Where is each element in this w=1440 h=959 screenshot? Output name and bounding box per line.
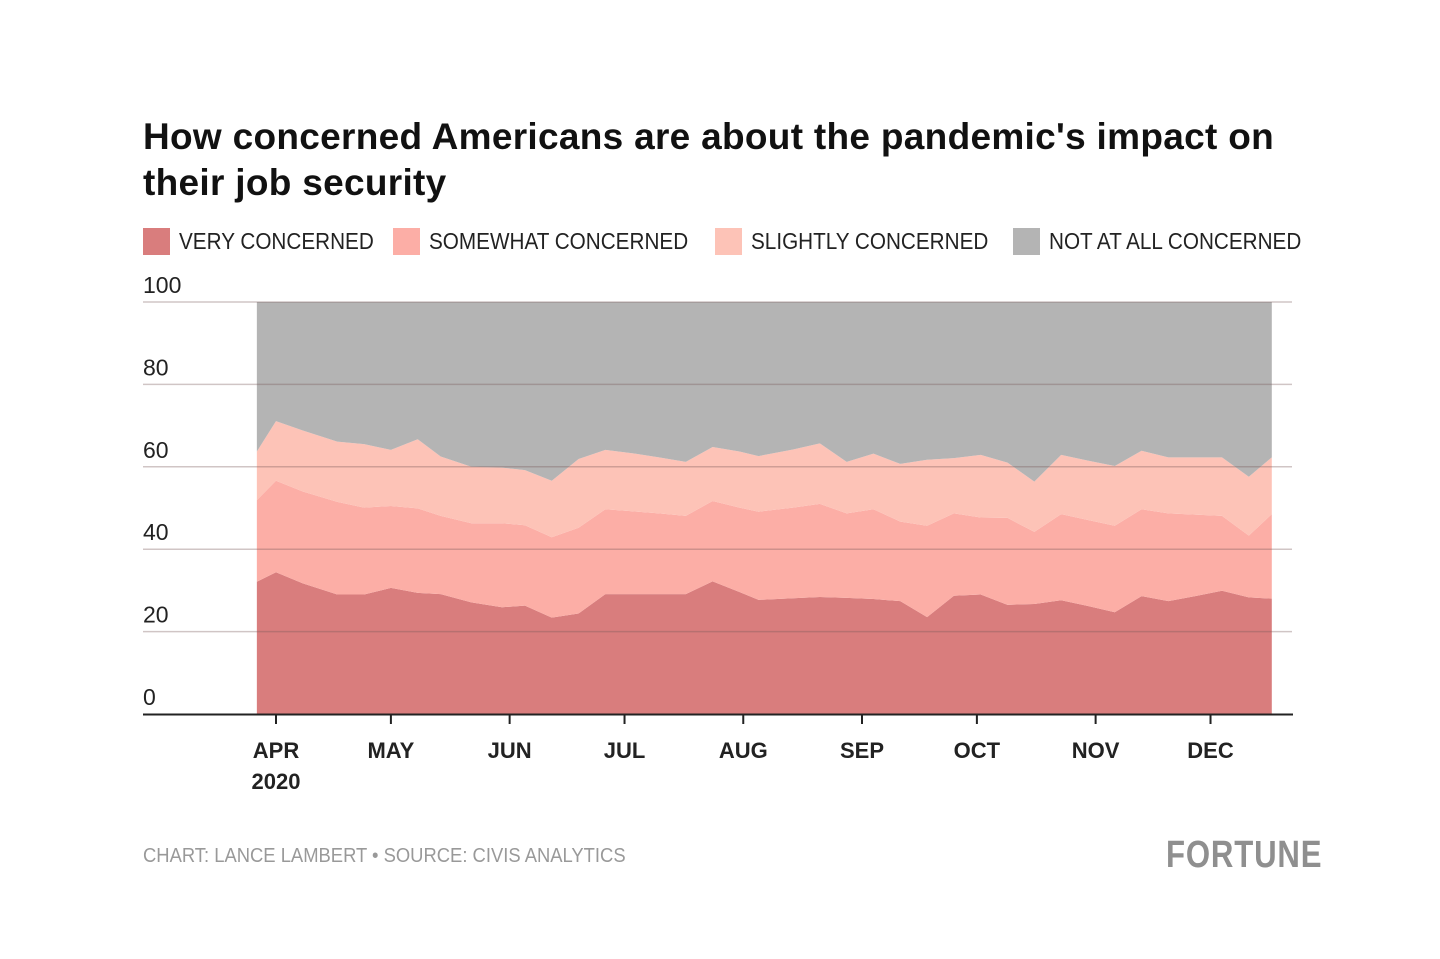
area-very-concerned xyxy=(256,572,1272,714)
legend-item-slightly: SLIGHTLY CONCERNED xyxy=(715,228,997,255)
legend-swatch-very xyxy=(143,228,170,255)
x-tick-label: NOV xyxy=(1072,738,1120,763)
area-somewhat-concerned xyxy=(256,480,1272,618)
legend-item-not-at-all: NOT AT ALL CONCERNED xyxy=(1013,228,1311,255)
x-tick-label: MAY xyxy=(367,738,414,763)
x-tick-label: OCT xyxy=(954,738,1001,763)
chart-title: How concerned Americans are about the pa… xyxy=(143,116,1274,203)
x-tick-label: SEP xyxy=(840,738,884,763)
y-tick-label: 100 xyxy=(143,272,181,298)
legend: VERY CONCERNED SOMEWHAT CONCERNED SLIGHT… xyxy=(143,228,1327,255)
x-tick-label: DEC xyxy=(1187,738,1234,763)
y-tick-label: 80 xyxy=(143,354,169,380)
legend-swatch-not-at-all xyxy=(1013,228,1041,255)
legend-label-slightly: SLIGHTLY CONCERNED xyxy=(751,228,989,254)
x-tick-label: APR xyxy=(253,738,300,763)
x-tick-label: JUL xyxy=(604,738,646,763)
legend-swatch-somewhat xyxy=(393,228,421,255)
y-tick-label: 20 xyxy=(143,602,169,628)
source-credit: CHART: LANCE LAMBERT • SOURCE: CIVIS ANA… xyxy=(143,845,626,867)
legend-item-very: VERY CONCERNED xyxy=(143,228,377,255)
y-tick-label: 0 xyxy=(143,684,156,710)
fortune-logo: FORTUNE xyxy=(1166,834,1323,876)
x-tick-label: AUG xyxy=(719,738,768,763)
legend-label-somewhat: SOMEWHAT CONCERNED xyxy=(429,228,689,254)
y-tick-label: 60 xyxy=(143,437,169,463)
y-tick-label: 40 xyxy=(143,519,169,545)
legend-swatch-slightly xyxy=(715,228,743,255)
legend-label-not-at-all: NOT AT ALL CONCERNED xyxy=(1049,228,1302,254)
area-not-at-all-concerned xyxy=(256,302,1272,482)
legend-item-somewhat: SOMEWHAT CONCERNED xyxy=(393,228,699,255)
x-tick-label: JUN xyxy=(488,738,532,763)
legend-label-very: VERY CONCERNED xyxy=(179,228,374,254)
area-slightly-concerned xyxy=(256,421,1272,538)
x-tick-sublabel: 2020 xyxy=(252,769,301,794)
